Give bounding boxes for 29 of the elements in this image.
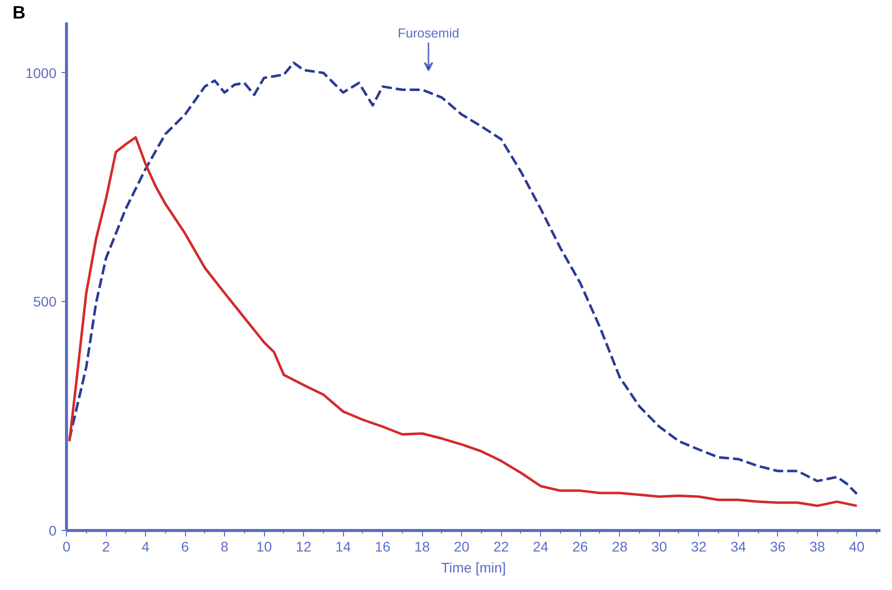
x-tick-label: 26: [572, 538, 588, 554]
annotation: Furosemid: [398, 26, 460, 40]
line-series: [68, 136, 858, 508]
x-tick-label: 20: [454, 538, 470, 554]
x-axis-title: Time [min]: [441, 560, 506, 576]
y-tick-label: 0: [48, 522, 57, 538]
x-tick-label: 6: [181, 538, 190, 554]
y-tick-label: 1000: [25, 64, 57, 81]
x-tick-label: 40: [849, 538, 865, 554]
x-tick-label: 38: [809, 538, 826, 554]
x-tick-label: 30: [651, 538, 668, 554]
x-tick-label: 0: [62, 538, 71, 554]
x-tick-label: 22: [493, 538, 510, 554]
y-tick-label: 500: [33, 294, 57, 310]
x-tick-label: 4: [142, 538, 150, 554]
x-tick-label: 12: [296, 538, 312, 554]
x-tick-label: 10: [256, 538, 272, 554]
x-tick-label: 28: [612, 538, 628, 554]
x-tick-label: 18: [414, 538, 430, 554]
x-tick-label: 24: [532, 538, 549, 554]
x-tick-label: 34: [730, 538, 746, 554]
x-tick-label: 14: [335, 538, 352, 554]
x-tick-label: 36: [770, 538, 786, 554]
line-series: [68, 62, 858, 496]
x-tick-label: 8: [220, 538, 229, 554]
x-tick-label: 32: [690, 538, 707, 554]
x-tick-label: 2: [102, 538, 110, 554]
x-tick-label: 16: [374, 538, 391, 554]
text: B: [12, 2, 26, 22]
